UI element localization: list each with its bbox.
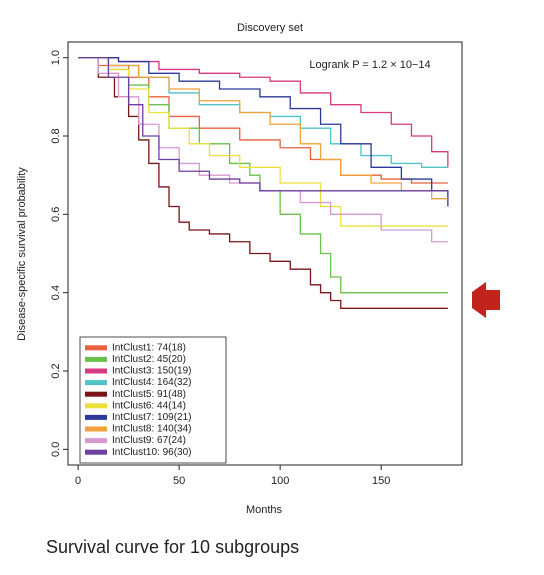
legend-label: IntClust9: 67(24): [112, 435, 186, 446]
y-tick-label: 0.8: [50, 128, 62, 143]
survival-line: [78, 57, 448, 184]
chart-title: Discovery set: [237, 22, 303, 34]
survival-line: [78, 57, 448, 227]
legend-label: IntClust2: 45(20): [112, 354, 186, 365]
y-tick-label: 0.4: [50, 285, 62, 300]
annotation: Logrank P = 1.2 × 10−14: [309, 59, 430, 71]
y-tick-label: 0.2: [50, 363, 62, 378]
y-tick-label: 0.0: [50, 442, 62, 457]
legend-swatch: [85, 368, 107, 374]
legend-swatch: [85, 426, 107, 432]
x-tick-label: 0: [75, 475, 81, 487]
legend-swatch: [85, 438, 107, 444]
legend-swatch: [85, 391, 107, 397]
y-tick-label: 0.6: [50, 207, 62, 222]
legend-label: IntClust5: 91(48): [112, 389, 186, 400]
legend-label: IntClust3: 150(19): [112, 366, 192, 377]
legend-swatch: [85, 449, 107, 455]
survival-line: [78, 57, 448, 192]
survival-line: [78, 57, 448, 294]
survival-line: [78, 57, 449, 207]
legend-swatch: [85, 380, 107, 386]
survival-line: [78, 57, 449, 168]
x-tick-label: 50: [173, 475, 185, 487]
y-tick-label: 1.0: [50, 50, 62, 65]
x-axis-label: Months: [246, 504, 283, 516]
legend-label: IntClust8: 140(34): [112, 424, 192, 435]
legend-swatch: [85, 356, 107, 362]
survival-line: [78, 57, 448, 200]
legend-swatch: [85, 414, 107, 420]
legend-label: IntClust10: 96(30): [112, 447, 192, 458]
survival-line: [78, 57, 448, 309]
legend-swatch: [85, 345, 107, 351]
legend-label: IntClust1: 74(18): [112, 342, 186, 353]
arrow: [472, 282, 500, 318]
legend-label: IntClust6: 44(14): [112, 400, 186, 411]
x-tick-label: 150: [372, 475, 390, 487]
legend-swatch: [85, 403, 107, 409]
survival-line: [78, 57, 448, 243]
y-axis-label: Disease-specific survival probability: [16, 167, 28, 341]
x-tick-label: 100: [271, 475, 289, 487]
legend-label: IntClust4: 164(32): [112, 377, 192, 388]
legend-label: IntClust7: 109(21): [112, 412, 192, 423]
plot-frame: [67, 41, 463, 466]
caption: Survival curve for 10 subgroups: [46, 537, 299, 557]
